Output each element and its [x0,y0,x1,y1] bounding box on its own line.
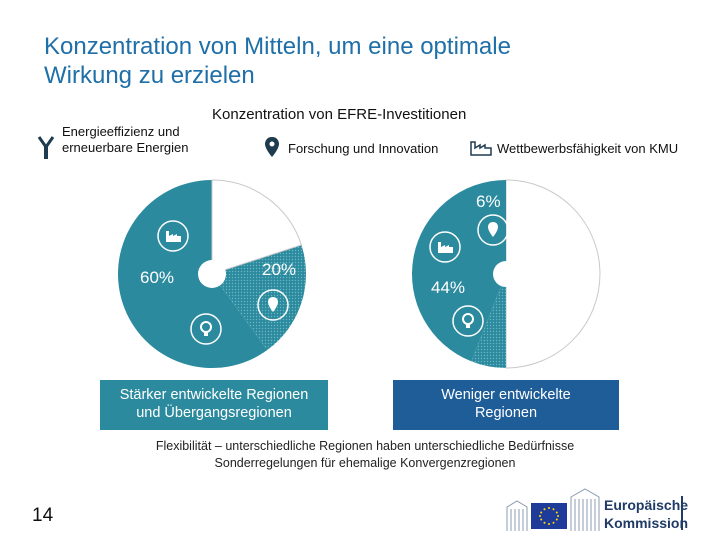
factory-icon [470,141,492,156]
region-label-developed-line2: und Übergangsregionen [136,405,292,421]
region-label-less-developed-line1: Weniger entwickelte [441,387,571,403]
region-label-less-developed: Weniger entwickelte Regionen [393,380,619,430]
location-pin-icon [265,137,279,157]
pie2-location-pin-icon [477,214,509,246]
region-label-developed: Stärker entwickelte Regionen und Übergan… [100,380,328,430]
eu-flag-icon [531,503,567,529]
slide-title: Konzentration von Mitteln, um eine optim… [44,32,684,90]
chart-subtitle: Konzentration von EFRE-Investitionen [212,106,467,123]
pie1-location-pin-icon [257,289,289,321]
legend-energy: Energieeffizienz und erneuerbare Energie… [62,124,188,156]
pie1-label-60: 60% [140,268,175,287]
lightbulb-icon [37,136,55,159]
legend-competitiveness: Wettbewerbsfähigkeit von KMU [497,141,679,156]
slide-title-line2: Wirkung zu erzielen [44,62,255,89]
footnote-line2: Sonderregelungen für ehemalige Konvergen… [214,456,516,470]
pie1-slice-60 [117,180,268,368]
pie1-lightbulb-icon [190,313,222,345]
pie2-slice-6 [471,274,506,368]
pie1-label-20: 20% [262,260,297,279]
pie2-factory-icon [429,231,461,263]
logo-divider [681,496,683,530]
pie2-label-44: 44% [431,278,466,297]
region-label-less-developed-line2: Regionen [474,405,538,421]
pie1-slice-20 [212,244,306,351]
footnote-line1: Flexibilität – unterschiedliche Regionen… [155,439,575,453]
pie2-lightbulb-icon [452,305,484,337]
page-number: 14 [32,505,54,526]
pie1-center-hole [198,260,226,288]
region-label-developed-line1: Stärker entwickelte Regionen [119,387,309,403]
eu-commission-line2: Kommission [604,515,689,531]
pie2-slice-rest [505,179,601,369]
eu-commission-name: Europäische Kommission [604,496,688,532]
slide-title-line1: Konzentration von Mitteln, um eine optim… [44,33,511,60]
pie2-center-hole [493,261,519,287]
eu-commission-line1: Europäische [604,497,689,513]
legend-energy-line1: Energieeffizienz und [62,124,180,139]
pie1-slice-rest [211,179,303,275]
pie1-factory-icon [157,220,189,252]
legend-energy-line2: erneuerbare Energien [62,140,189,155]
eu-commission-logo [506,488,600,531]
pie2-label-6: 6% [476,192,501,211]
legend-research: Forschung und Innovation [288,141,439,156]
